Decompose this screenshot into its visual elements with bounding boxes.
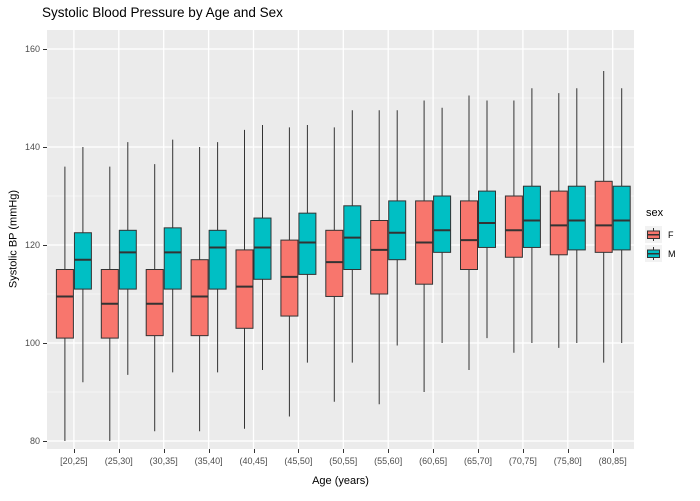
y-tick-label: 120 [24,240,40,250]
x-tick-mark [343,449,345,453]
boxplot-M-(65,70] [478,100,496,339]
x-tick-label: (30,35] [149,456,178,466]
boxplot-F-[20,25] [55,166,74,441]
y-tick-label: 140 [24,142,40,152]
boxplot-M-(80,85] [612,88,631,343]
x-tick-mark [298,449,300,453]
boxplot-F-(40,45] [235,129,254,429]
boxplot-F-(65,70] [460,95,478,370]
y-tick-mark [43,147,47,148]
legend-entry-m: M [645,245,676,262]
x-tick-label: (80,85] [598,456,627,466]
boxplot-M-(35,40] [208,142,227,373]
boxplot-F-(35,40] [190,147,209,432]
boxplot-M-(50,55] [343,110,362,363]
x-tick-mark [478,449,479,453]
x-tick-mark [433,449,435,453]
x-tick-mark [163,449,165,453]
boxplot-F-(70,75] [504,100,523,353]
y-tick-label: 100 [24,338,40,348]
boxplot-F-(60,65] [415,100,434,392]
boxplot-F-(75,80] [549,93,568,348]
boxplot-M-(40,45] [253,124,272,370]
boxplot-F-(25,30] [100,166,119,441]
boxplot-M-(75,80] [567,88,586,343]
x-tick-label: (35,40] [194,456,223,466]
boxplot-key-icon [645,245,662,262]
y-tick-mark [43,245,47,246]
boxplot-F-(55,60] [370,110,389,405]
x-tick-mark [73,449,75,453]
x-tick-label: (75,80] [553,456,582,466]
x-axis-title: Age (years) [312,475,369,487]
boxplot-M-(55,60] [388,110,407,346]
x-tick-mark [522,449,524,453]
x-tick-mark [612,449,614,453]
x-tick-label: (50,55] [329,456,358,466]
x-tick-label: [20,25] [60,456,88,466]
boxplot-key-icon [645,226,662,243]
x-tick-mark [208,449,210,453]
y-tick-label: 80 [29,436,40,446]
legend-title: sex [646,207,664,219]
x-tick-label: (55,60] [374,456,403,466]
boxplot-F-(30,35] [145,164,164,432]
boxplot-F-(45,50] [280,127,299,417]
x-tick-label: (45,50] [284,456,313,466]
x-tick-label: (70,75] [508,456,537,466]
boxplot-M-(30,35] [163,139,182,373]
x-tick-label: (25,30] [104,456,133,466]
x-tick-label: (65,70] [463,456,493,466]
x-tick-label: (60,65] [419,456,448,466]
x-tick-mark [567,449,569,453]
y-tick-mark [43,343,47,344]
legend-entry-f: F [645,226,676,243]
x-tick-mark [253,449,255,453]
boxplot-M-[20,25] [73,147,92,383]
x-tick-label: (40,45] [239,456,268,466]
legend: sex F M [645,207,676,264]
legend-label-m: M [668,248,676,259]
y-tick-mark [43,441,47,442]
legend-label-f: F [668,229,674,240]
chart-canvas [47,30,634,449]
y-tick-mark [43,49,47,50]
y-tick-label: 160 [24,44,40,54]
plot-title: Systolic Blood Pressure by Age and Sex [42,5,283,20]
boxplot-M-(45,50] [298,124,317,363]
boxplot-M-(70,75] [522,88,541,343]
boxplot-M-(25,30] [118,142,137,375]
plot-panel [47,30,634,449]
x-tick-mark [388,449,390,453]
x-tick-mark [118,449,120,453]
boxplot-F-(80,85] [594,71,613,363]
boxplot-F-(50,55] [325,127,344,402]
boxplot-M-(60,65] [433,107,452,343]
